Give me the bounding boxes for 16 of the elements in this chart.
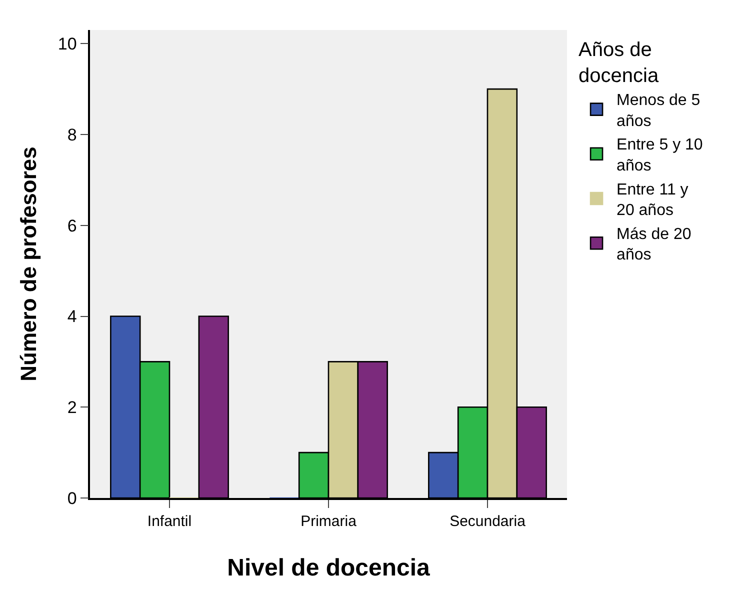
legend-title: Años de docencia <box>578 39 660 87</box>
legend-label: Entre 5 y 10 años <box>616 136 703 175</box>
legend-label: Más de 20 años <box>616 226 692 264</box>
y-tick-label: 4 <box>67 307 77 326</box>
y-tick-label: 8 <box>67 125 77 144</box>
x-axis-title: Nivel de docencia <box>227 554 431 582</box>
legend-label: Menos de 5 años <box>616 92 700 130</box>
y-axis-title: Número de profesores <box>16 146 42 382</box>
y-tick-label: 6 <box>67 216 77 236</box>
y-tick-label: 2 <box>67 398 77 418</box>
y-tick-label: 10 <box>58 34 77 54</box>
x-tick-label: Infantil <box>147 512 192 530</box>
legend-label: Entre 11 y 20 años <box>616 181 688 220</box>
x-tick-label: Primaria <box>300 512 358 530</box>
y-tick-label: 0 <box>67 488 77 508</box>
x-tick-label: Secundaria <box>450 512 526 530</box>
